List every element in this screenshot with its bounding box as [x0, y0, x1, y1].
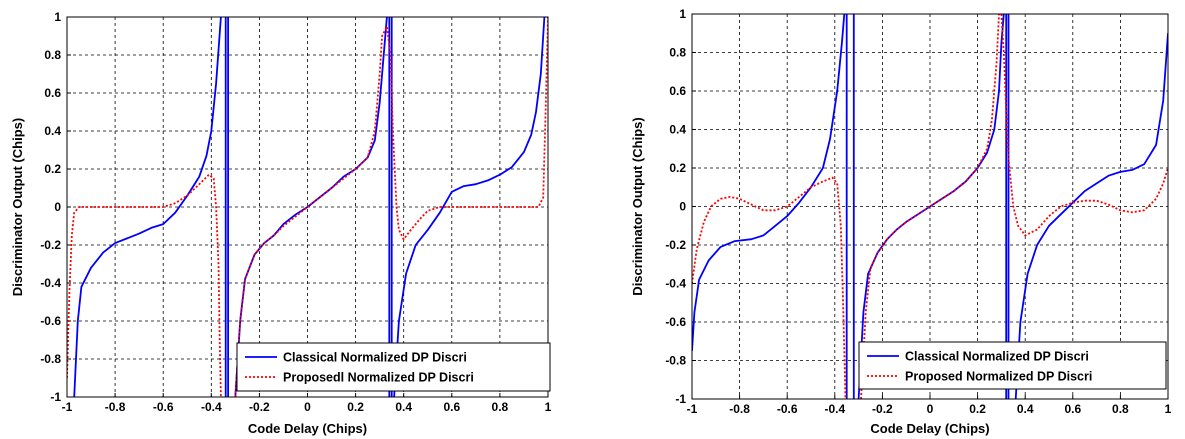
x-axis-label: Code Delay (Chips) [870, 421, 989, 436]
x-tick-label: 0.6 [443, 400, 460, 414]
y-axis-label: Discriminator Output (Chips) [10, 118, 25, 296]
x-tick-label: 0.8 [492, 400, 509, 414]
series-proposed [67, 17, 548, 397]
legend-label: Proposedl Normalized DP Discri [283, 371, 474, 385]
series-line-segment [692, 14, 846, 351]
x-tick-label: 0.8 [1112, 402, 1129, 416]
legend-label: Classical Normalized DP Discri [283, 351, 467, 365]
x-tick-label: -1 [62, 400, 73, 414]
legend-label: Proposed Normalized DP Discri [905, 370, 1092, 384]
y-tick-label: 0.8 [44, 48, 61, 62]
y-tick-label: -1 [50, 390, 61, 404]
y-axis-label: Discriminator Output (Chips) [630, 117, 645, 295]
legend-label: Classical Normalized DP Discri [905, 350, 1089, 364]
legend: Classical Normalized DP Discri Proposed N… [858, 341, 1167, 390]
y-tick-label: -0.8 [40, 352, 61, 366]
y-tick-label: 0.4 [669, 123, 686, 137]
series-line-segment [692, 176, 847, 399]
axes-frame [66, 16, 549, 398]
chart-svg: -1 -0.8 -0.6 -0.4 -0.2 0 0.2 0.4 0.6 0.8 1 -1 -0.8 -0… [630, 7, 1172, 436]
y-tick-label: 0.2 [44, 162, 61, 176]
chart-right: -1 -0.8 -0.6 -0.4 -0.2 0 0.2 0.4 0.6 0.8 1 -1 -0.8 -0… [592, 0, 1185, 439]
x-tick-label: 0.2 [347, 400, 364, 414]
x-tick-label: -1 [687, 402, 698, 416]
y-tick-label: 0 [679, 200, 686, 214]
x-axis-label: Code Delay (Chips) [248, 421, 367, 436]
y-tick-label: -0.4 [665, 277, 686, 291]
y-tick-label: -0.6 [665, 315, 686, 329]
series-line-segment [73, 17, 222, 397]
x-tick-label: 0.2 [969, 402, 986, 416]
y-tick-label: -0.4 [40, 276, 61, 290]
legend: Classical Normalized DP Discri Proposedl … [236, 342, 551, 392]
x-tick-label: -0.4 [824, 402, 845, 416]
y-tick-label: 0.6 [44, 86, 61, 100]
x-tick-label: -0.2 [872, 402, 893, 416]
x-tick-label: -0.2 [249, 400, 270, 414]
series-line-segment [1014, 33, 1168, 399]
x-tick-label: 0.4 [395, 400, 412, 414]
series-line-segment [393, 17, 546, 397]
x-tick-label: -0.8 [729, 402, 750, 416]
x-tick-label: 1 [1165, 402, 1172, 416]
y-tick-label: 0.2 [669, 161, 686, 175]
x-tick-label: -0.6 [777, 402, 798, 416]
y-tick-label: 0.6 [669, 84, 686, 98]
chart-left: -1 -0.8 -0.6 -0.4 -0.2 0 0.2 0.4 0.6 0.8 1 -1 -0.8 -0… [0, 0, 592, 439]
x-tick-label: 0.4 [1017, 402, 1034, 416]
y-tick-label: -0.8 [665, 354, 686, 368]
series-line-segment [1000, 14, 1168, 237]
x-tick-label: 0.6 [1064, 402, 1081, 416]
y-tick-label: -0.2 [40, 238, 61, 252]
y-tick-label: 1 [54, 10, 61, 24]
x-tick-label: 1 [545, 400, 552, 414]
series-proposed [692, 14, 1168, 399]
series-line-segment [67, 173, 222, 397]
axes-frame [691, 13, 1169, 400]
x-tick-label: 0 [304, 400, 311, 414]
x-tick-label: -0.8 [105, 400, 126, 414]
x-tick-label: -0.6 [153, 400, 174, 414]
y-tick-label: 0.4 [44, 124, 61, 138]
y-tick-label: -0.6 [40, 314, 61, 328]
series-classical [73, 17, 546, 397]
y-tick-label: -1 [675, 392, 686, 406]
y-tick-label: 0.8 [669, 46, 686, 60]
chart-svg: -1 -0.8 -0.6 -0.4 -0.2 0 0.2 0.4 0.6 0.8 1 -1 -0.8 -0… [10, 10, 552, 436]
x-tick-label: -0.4 [201, 400, 222, 414]
y-tick-label: 0 [54, 200, 61, 214]
series-line-segment [234, 17, 548, 397]
y-tick-label: -0.2 [665, 238, 686, 252]
x-tick-label: 0 [927, 402, 934, 416]
y-tick-label: 1 [679, 7, 686, 21]
